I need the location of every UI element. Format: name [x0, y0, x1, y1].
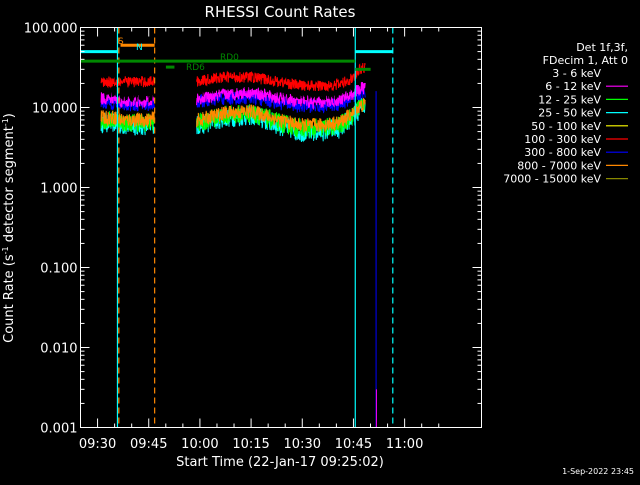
legend-entry-label: 7000 - 15000 keV	[503, 173, 601, 186]
x-tick-label: 09:45	[130, 437, 167, 452]
y-axis-ticks: 100.000 10.000 1.000 0.100 0.010 0.001	[24, 22, 482, 437]
legend-entry-label: 12 - 25 keV	[538, 93, 601, 106]
y-tick-label: 1.000	[40, 182, 77, 197]
y-tick-label: 10.000	[32, 102, 78, 117]
plot-frame	[80, 27, 482, 428]
legend-entry-label: 800 - 7000 keV	[517, 159, 601, 172]
annotation-n-label: N	[136, 43, 143, 53]
series-line	[196, 62, 366, 101]
footer-date: 1-Sep-2022 23:45	[562, 467, 634, 476]
y-tick-label: 0.100	[40, 262, 77, 277]
annotation-s-label: S	[118, 37, 124, 47]
legend-entry-label: 50 - 100 keV	[531, 120, 601, 133]
legend-entry-label: 100 - 300 keV	[524, 133, 601, 146]
annotations: S N RD0 RD6	[118, 37, 239, 73]
series-line	[100, 92, 155, 109]
series-line	[100, 85, 155, 104]
chart-title: RHESSI Count Rates	[205, 3, 356, 21]
legend-entry-label: 3 - 6 keV	[552, 67, 601, 80]
legend-entry-label: 6 - 12 keV	[545, 80, 601, 93]
series-line	[100, 76, 155, 89]
y-tick-label: 0.010	[40, 342, 77, 357]
x-axis-label: Start Time (22-Jan-17 09:25:02)	[176, 455, 384, 470]
y-tick-label: 100.000	[24, 22, 78, 37]
x-tick-label: 10:00	[181, 437, 218, 452]
x-tick-label: 10:15	[232, 437, 269, 452]
y-axis-label-close: )	[2, 113, 17, 118]
x-tick-label: 10:45	[335, 437, 372, 452]
annotation-rd0-label: RD0	[220, 53, 239, 63]
series-line	[196, 98, 366, 138]
legend-entry-label: 25 - 50 keV	[538, 107, 601, 120]
legend-header-1: Det 1f,3f,	[576, 41, 628, 54]
y-axis-label: Count Rate (s-1 detector segment-1)	[1, 113, 17, 343]
y-axis-label-tail: detector segment	[2, 126, 17, 246]
y-axis-label-sup: -1	[1, 246, 10, 254]
x-tick-label: 10:30	[284, 437, 321, 452]
series-line	[196, 82, 366, 111]
x-tick-label: 09:30	[79, 437, 116, 452]
y-tick-label: 0.001	[40, 422, 77, 437]
y-axis-label-sup2: -1	[1, 118, 10, 126]
series-line	[196, 62, 366, 92]
legend-entry-label: 300 - 800 keV	[524, 146, 601, 159]
y-axis-label-main: Count Rate (s	[2, 254, 17, 343]
series-line	[100, 95, 155, 112]
plot-layer	[80, 27, 394, 428]
x-tick-label: 11:00	[386, 437, 423, 452]
legend-header-2: FDecim 1, Att 0	[543, 54, 628, 67]
annotation-rd6-label: RD6	[186, 63, 205, 73]
series-line	[100, 110, 155, 128]
x-axis-ticks: 09:30 09:45 10:00 10:15 10:30 10:45 11:00	[79, 27, 440, 452]
series-line	[196, 97, 366, 133]
